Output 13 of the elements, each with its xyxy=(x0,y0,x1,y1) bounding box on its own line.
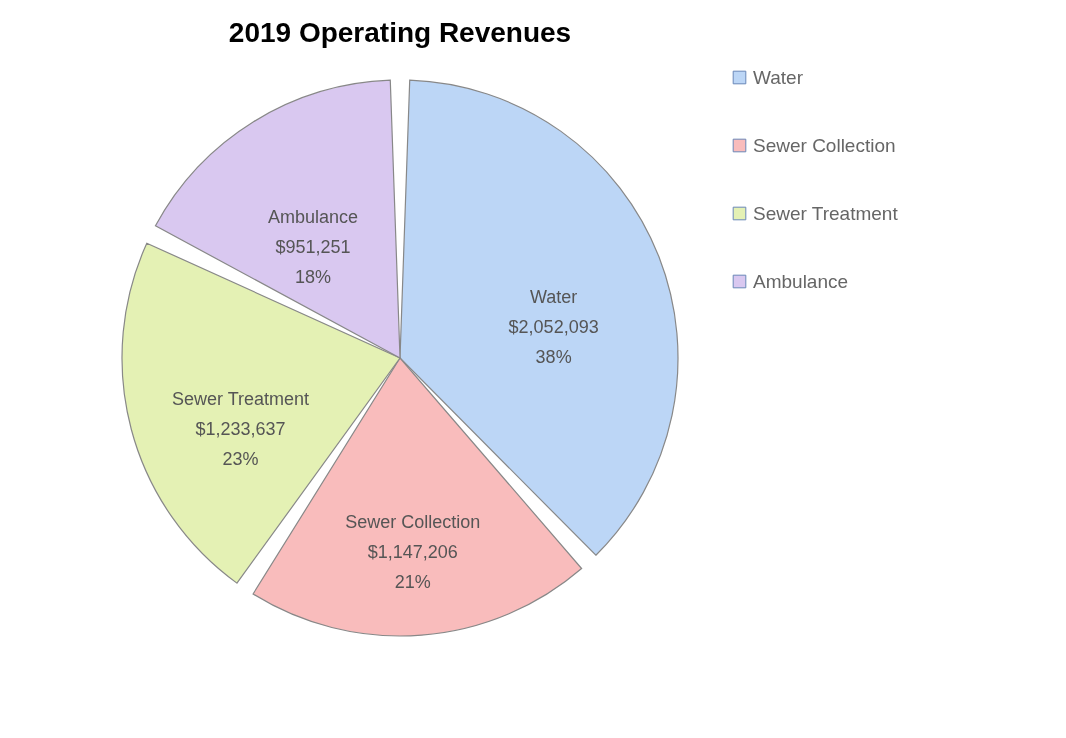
legend-label: Sewer Collection xyxy=(753,134,896,156)
slice-label: Water xyxy=(529,286,578,307)
slice-label: Ambulance xyxy=(268,206,359,227)
legend-label: Ambulance xyxy=(753,270,849,292)
data-label: $951,251 18% xyxy=(275,236,351,287)
legend-label: Sewer Treatment xyxy=(753,202,899,224)
data-label: $1,233,637 23% xyxy=(195,419,286,470)
legend-label: Water xyxy=(753,66,804,88)
slice-label: Sewer Collection xyxy=(345,511,481,532)
chart-title: 2019 Operating Revenues xyxy=(228,17,572,48)
data-label: $1,147,206 21% xyxy=(367,541,458,592)
data-label: $2,052,093 38% xyxy=(508,316,599,367)
slice-label: Sewer Treatment xyxy=(171,389,310,410)
